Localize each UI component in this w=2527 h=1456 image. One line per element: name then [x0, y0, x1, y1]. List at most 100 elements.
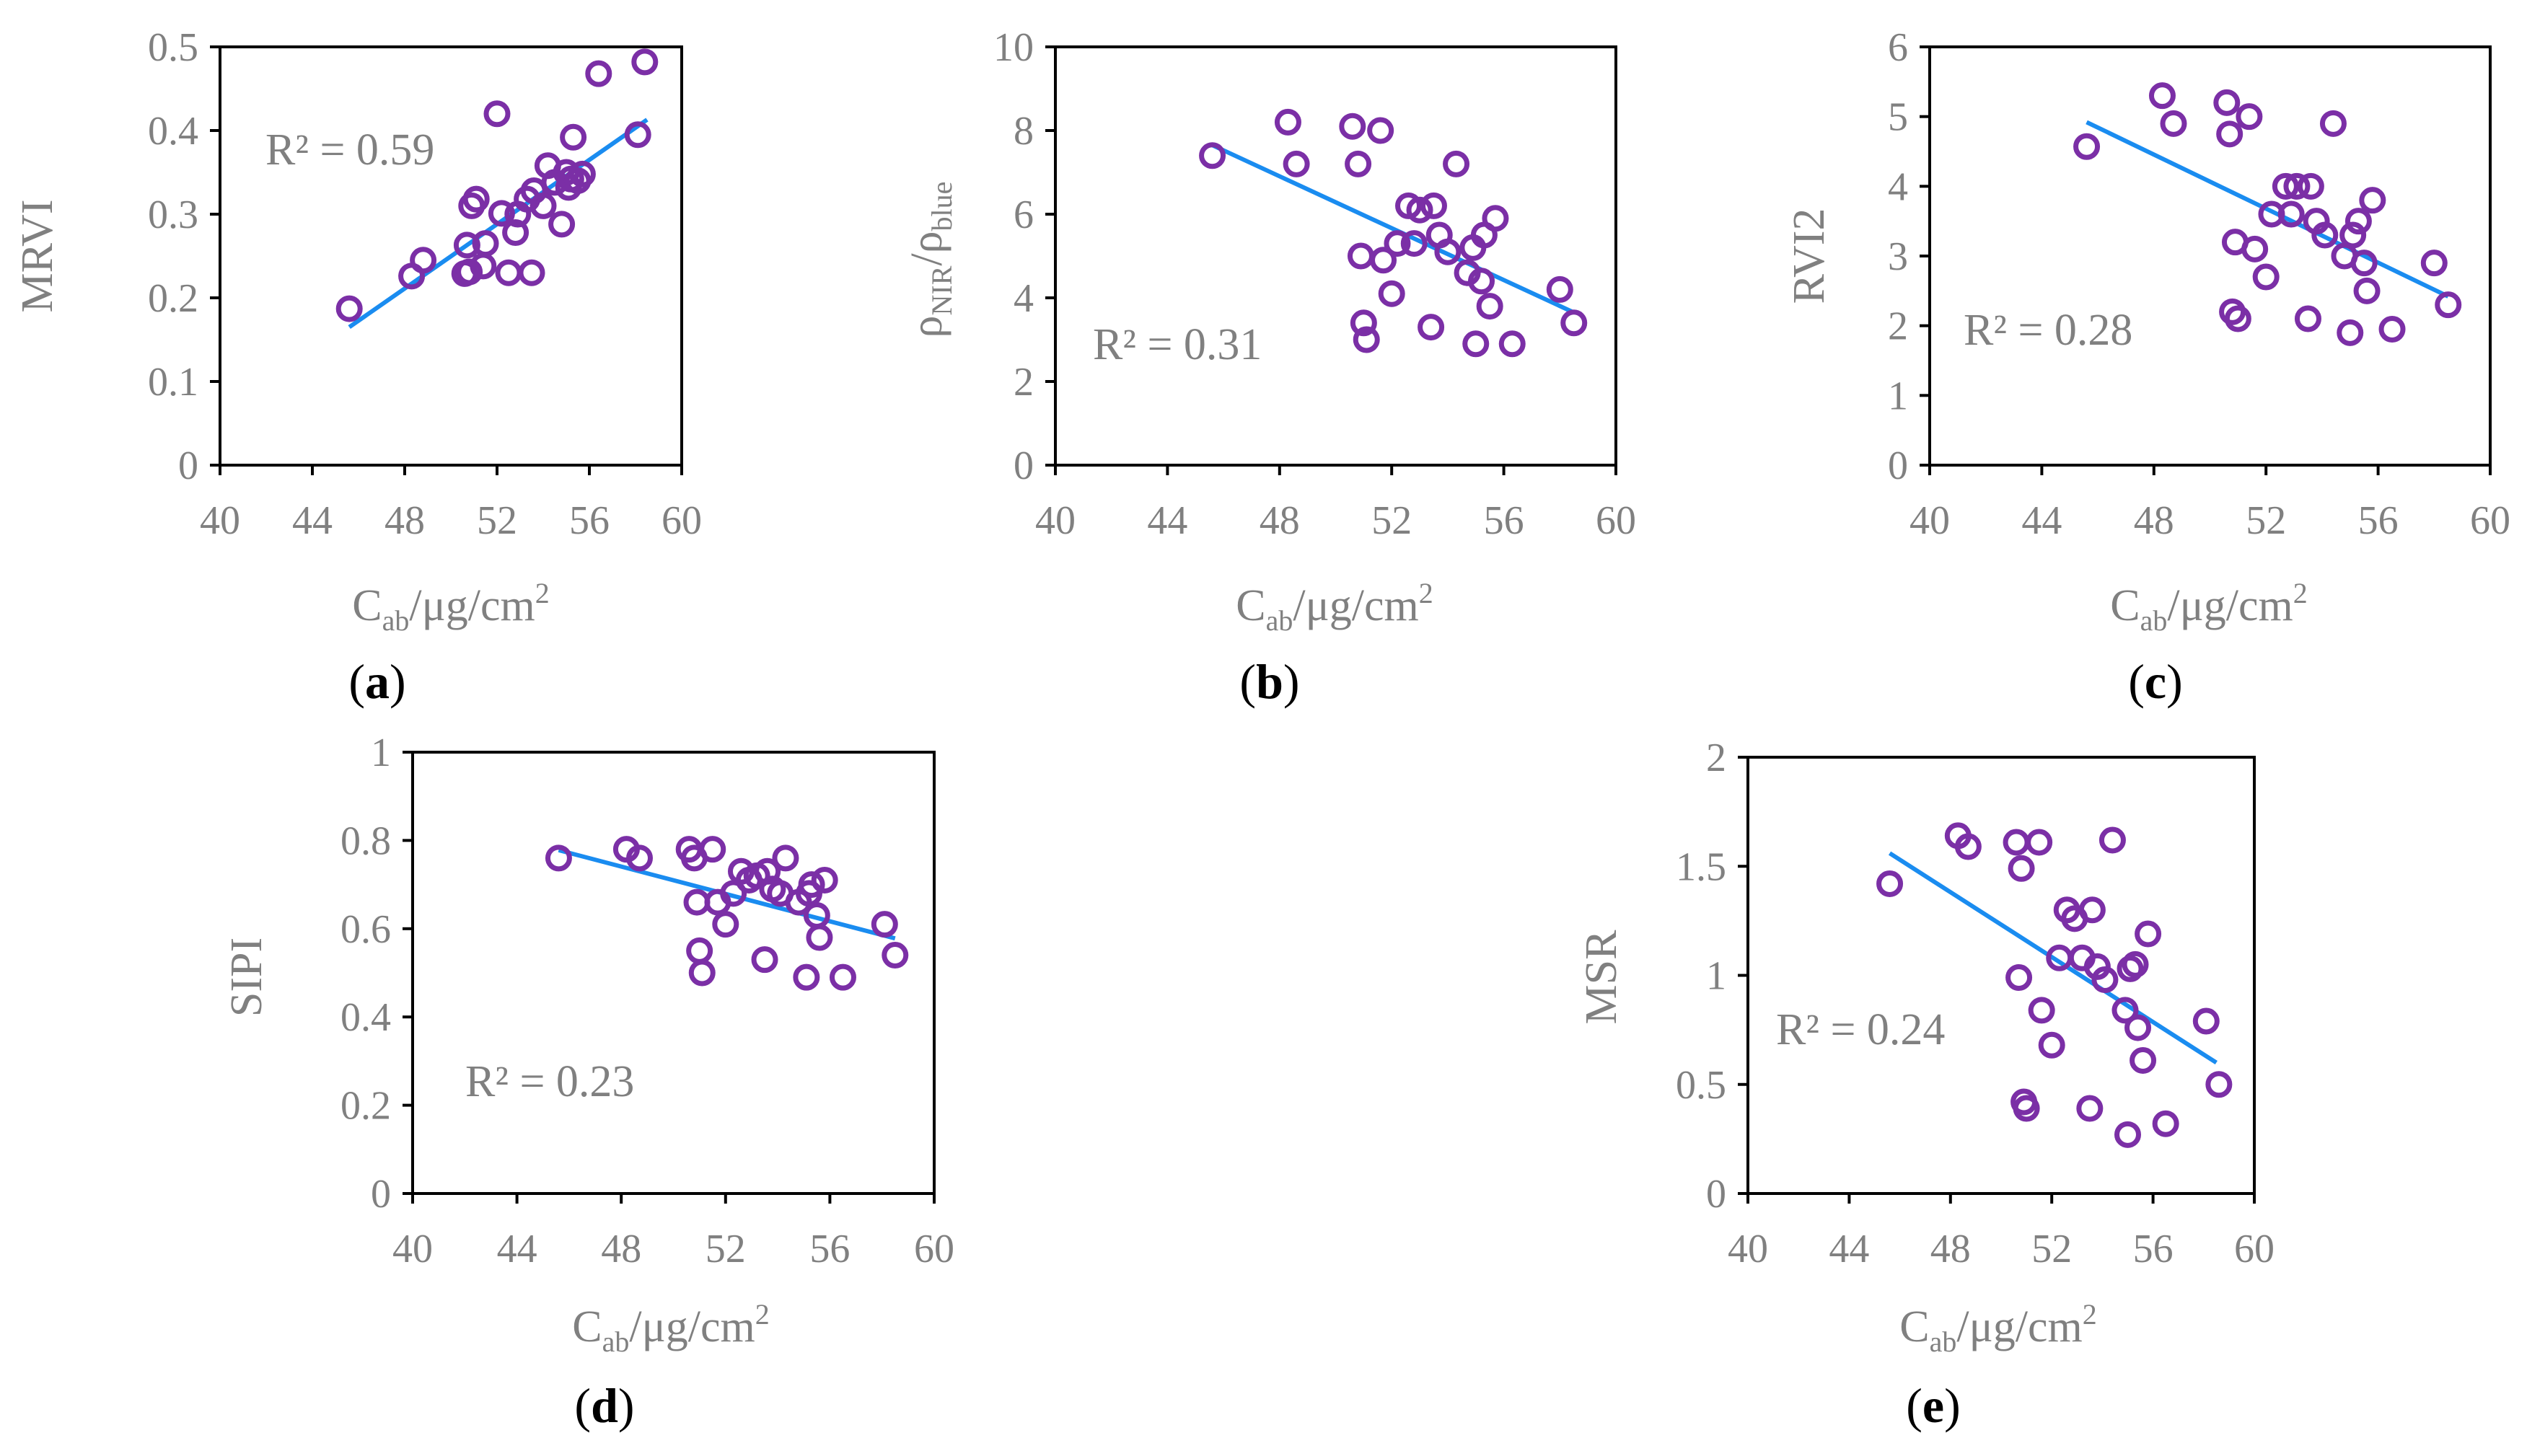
data-point [793, 963, 820, 991]
data-point [2353, 277, 2381, 304]
panel-label: (a) [348, 654, 405, 709]
x-tick-label: 60 [1596, 498, 1636, 543]
data-point [2294, 305, 2321, 332]
data-point [1339, 112, 1366, 140]
y-tick-label: 8 [1014, 109, 1034, 154]
panel-e-msr: 40 44 48 52 56 60 0 0.5 1 1.5 2 R² = 0.24 Cab/μg/cm2… [1577, 736, 2275, 1433]
data-point [871, 911, 898, 938]
data-point [1468, 268, 1495, 295]
data-point [2135, 920, 2162, 948]
data-point [545, 844, 572, 872]
x-tick-label: 52 [2246, 498, 2286, 543]
data-point [2083, 953, 2111, 980]
data-point [772, 844, 799, 872]
y-tick-label: 2 [1014, 360, 1034, 405]
data-point [2311, 221, 2339, 249]
plot-frame [219, 45, 683, 467]
data-point [1199, 142, 1226, 169]
data-point [456, 258, 483, 286]
y-axis-label: MSR [1577, 930, 1626, 1025]
data-point [626, 844, 654, 872]
x-tick-label: 52 [477, 498, 517, 543]
y-tick-label: 0 [371, 1172, 391, 1217]
y-axis-label: MRVI [13, 200, 62, 313]
data-point [2359, 187, 2386, 214]
data-point [798, 871, 825, 899]
data-point [495, 259, 522, 286]
data-point [2420, 250, 2448, 277]
r-squared-annotation: R² = 0.23 [465, 1057, 634, 1106]
data-point [1482, 205, 1509, 232]
data-point [2026, 829, 2053, 856]
x-tick-label: 60 [662, 498, 702, 543]
data-point [1378, 280, 1405, 307]
y-axis-label: SIPI [222, 937, 271, 1017]
y-tick-label: 0.1 [148, 360, 198, 405]
x-tick-label: 60 [914, 1227, 954, 1271]
x-axis-label: Cab/μg/cm2 [1899, 1298, 2097, 1358]
y-tick-label: 4 [1888, 164, 1908, 209]
panel-b-nir-blue-ratio: 40 44 48 52 56 60 0 2 4 6 8 10 R² = 0.31 Cab/μg/cm2 ρN… [902, 25, 1636, 709]
data-point [2008, 855, 2035, 882]
data-point [631, 48, 659, 76]
x-tick-label: 60 [2470, 498, 2510, 543]
y-tick-label: 1 [1888, 374, 1908, 418]
x-tick-label: 40 [392, 1227, 433, 1271]
x-tick-label: 40 [1728, 1227, 1768, 1271]
data-point [502, 219, 529, 247]
y-tick-label: 0.4 [148, 109, 198, 154]
data-point [548, 211, 576, 238]
y-tick-label: 0.2 [340, 1084, 391, 1129]
data-point [624, 121, 651, 149]
y-tick-label: 6 [1014, 193, 1034, 237]
data-point [1384, 230, 1411, 257]
data-point [1954, 833, 1982, 860]
data-point [2344, 208, 2372, 235]
panel-label: (e) [1906, 1378, 1961, 1433]
panel-a-mrvi: 40 44 48 52 56 60 0 0.1 0.2 0.3 0.4 0.5 R² = 0.59 Cab… [13, 25, 702, 709]
x-tick-label: 56 [2133, 1227, 2174, 1271]
plot-frame [1928, 45, 2492, 467]
data-point [488, 200, 515, 227]
plot-frame [1054, 45, 1617, 467]
data-point [1462, 330, 1490, 358]
data-point [2319, 110, 2347, 137]
panel-label: (c) [2128, 654, 2183, 709]
data-point [720, 880, 747, 907]
data-point [1350, 309, 1377, 337]
y-tick-label: 3 [1888, 234, 1908, 279]
data-point [462, 185, 490, 213]
x-tick-label: 48 [2134, 498, 2174, 543]
r-squared-annotation: R² = 0.31 [1093, 320, 1262, 369]
data-point [1274, 108, 1301, 136]
x-axis-label: Cab/μg/cm2 [572, 1298, 770, 1358]
y-tick-label: 5 [1888, 95, 1908, 140]
data-point [2152, 1110, 2179, 1137]
data-point [2350, 250, 2378, 277]
data-point [699, 836, 726, 863]
x-tick-label: 56 [2358, 498, 2399, 543]
data-point [2216, 120, 2243, 148]
panel-label: (b) [1239, 654, 1299, 709]
x-tick-label: 44 [292, 498, 333, 543]
data-point [2241, 235, 2269, 262]
data-point [1353, 326, 1380, 353]
data-point [1345, 150, 1372, 177]
data-point [2283, 172, 2311, 200]
data-point [2272, 172, 2299, 200]
data-point [712, 911, 739, 938]
data-point [2277, 200, 2305, 228]
r-squared-annotation: R² = 0.59 [265, 125, 434, 175]
trendline [1211, 143, 1575, 315]
y-tick-label: 1 [371, 731, 391, 775]
y-tick-label: 0 [178, 444, 198, 488]
trendline [2086, 120, 2450, 299]
x-tick-label: 52 [1371, 498, 1412, 543]
data-point [2111, 997, 2139, 1024]
x-tick-label: 60 [2234, 1227, 2275, 1271]
y-tick-label: 0.3 [148, 193, 198, 237]
data-point [1443, 150, 1470, 177]
data-point [686, 937, 713, 964]
data-point [2213, 89, 2241, 116]
